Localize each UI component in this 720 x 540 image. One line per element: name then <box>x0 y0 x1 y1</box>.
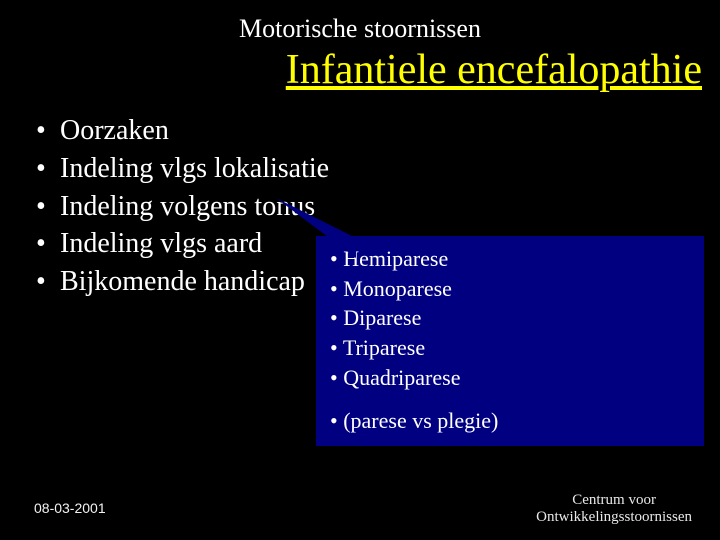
bullet-text: Oorzaken <box>60 112 169 150</box>
bullet-dot-icon: • <box>36 112 60 150</box>
callout-item: • Triparese <box>330 333 690 363</box>
callout-footnote: • (parese vs plegie) <box>330 406 690 436</box>
footer-org-line: Centrum voor <box>536 492 692 509</box>
footer-date: 08-03-2001 <box>34 500 106 516</box>
footer-org-line: Ontwikkelingsstoornissen <box>536 509 692 526</box>
callout-item: • Quadriparese <box>330 363 690 393</box>
callout-tail-icon <box>276 198 356 258</box>
list-item: • Indeling vlgs lokalisatie <box>36 150 720 188</box>
footer-organization: Centrum voor Ontwikkelingsstoornissen <box>536 492 692 527</box>
bullet-text: Indeling vlgs lokalisatie <box>60 150 329 188</box>
callout-item: • Diparese <box>330 303 690 333</box>
bullet-dot-icon: • <box>36 225 60 263</box>
callout-item: • Hemiparese <box>330 244 690 274</box>
bullet-dot-icon: • <box>36 188 60 226</box>
bullet-dot-icon: • <box>36 263 60 301</box>
callout-item: • Monoparese <box>330 274 690 304</box>
bullet-dot-icon: • <box>36 150 60 188</box>
callout-box: • Hemiparese • Monoparese • Diparese • T… <box>316 236 704 446</box>
bullet-text: Bijkomende handicap <box>60 263 305 301</box>
list-item: • Indeling volgens tonus <box>36 188 720 226</box>
supertitle: Motorische stoornissen <box>0 0 720 44</box>
bullet-text: Indeling vlgs aard <box>60 225 262 263</box>
callout-content: • Hemiparese • Monoparese • Diparese • T… <box>316 236 704 446</box>
list-item: • Oorzaken <box>36 112 720 150</box>
page-title: Infantiele encefalopathie <box>0 46 720 94</box>
